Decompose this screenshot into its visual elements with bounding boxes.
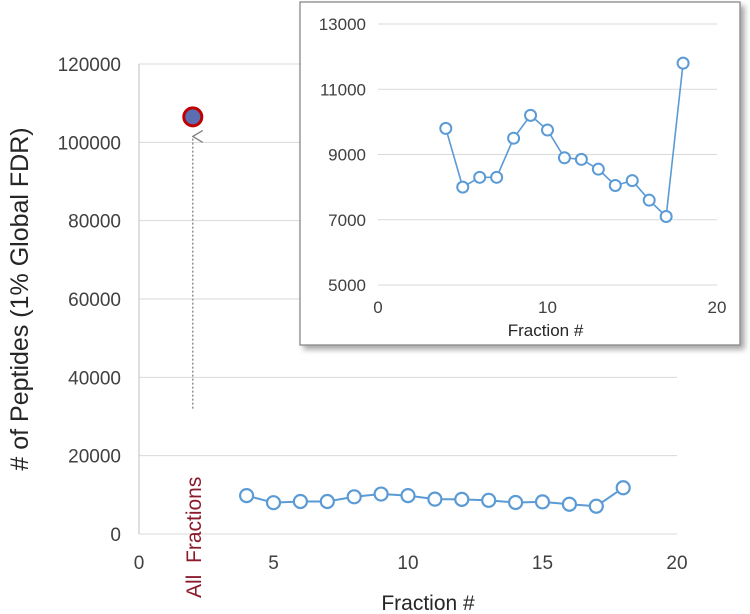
inset-data-point — [524, 108, 538, 122]
main-data-point — [346, 489, 362, 505]
main-y-tick-label: 40000 — [68, 368, 121, 389]
main-data-point — [561, 496, 578, 512]
main-x-tick-label: 10 — [397, 553, 418, 574]
main-y-tick-label: 20000 — [68, 447, 121, 468]
inset-data-point — [642, 193, 656, 207]
main-data-point — [507, 494, 524, 511]
inset-data-point — [591, 162, 605, 176]
main-data-point — [481, 492, 497, 508]
inset-y-tick-label: 13000 — [319, 15, 366, 34]
main-data-point — [239, 488, 255, 504]
inset-data-point — [507, 131, 521, 145]
main-data-point — [265, 495, 282, 511]
inset-gridlines — [378, 23, 717, 286]
inset-y-tick-label: 9000 — [328, 146, 366, 165]
main-data-point — [534, 494, 551, 510]
main-data-point — [319, 493, 335, 510]
inset-series — [439, 56, 690, 223]
main-data-point — [615, 480, 631, 496]
main-x-axis-title: Fraction # — [381, 592, 475, 614]
inset-data-point — [625, 174, 639, 188]
inset-data-point — [676, 56, 690, 70]
main-y-tick-labels: 0 20000 40000 60000 80000 100000 120000 — [58, 55, 121, 546]
inset-y-tick-label: 7000 — [328, 211, 366, 230]
inset-data-point — [557, 151, 571, 165]
main-y-tick-label: 80000 — [68, 212, 121, 233]
inset-data-point — [659, 209, 673, 223]
main-y-axis-title: # of Peptides (1% Global FDR) — [6, 127, 34, 470]
inset-x-tick-label: 10 — [538, 298, 557, 317]
inset-y-tick-labels: 5000 7000 9000 11000 13000 — [319, 15, 366, 295]
main-x-tick-label: 15 — [532, 553, 553, 574]
all-fractions-annotation: All Fractions — [183, 136, 206, 598]
main-data-point — [454, 491, 470, 507]
inset-data-point — [490, 170, 504, 184]
inset-data-point — [473, 170, 487, 184]
main-series — [182, 106, 631, 514]
main-plot: 0 20000 40000 60000 80000 100000 120000 0 5 10 15… — [6, 55, 688, 614]
inset-data-point — [439, 121, 453, 135]
all-fractions-point — [182, 106, 204, 128]
main-x-tick-label: 0 — [134, 553, 145, 574]
main-data-point — [427, 491, 443, 507]
inset-y-tick-label: 5000 — [328, 276, 366, 295]
inset-data-point — [608, 178, 622, 192]
main-x-tick-label: 20 — [666, 553, 687, 574]
inset-plot: 5000 7000 9000 11000 13000 0 10 20 Fraction # — [299, 1, 741, 346]
main-y-tick-label: 60000 — [68, 290, 121, 311]
main-data-point — [373, 486, 389, 502]
main-y-tick-label: 100000 — [58, 133, 121, 154]
inset-data-point — [456, 180, 470, 194]
inset-x-axis-title: Fraction # — [508, 321, 584, 340]
inset-x-tick-labels: 0 10 20 — [373, 298, 726, 317]
inset-data-point — [541, 123, 554, 137]
inset-y-tick-label: 11000 — [320, 80, 366, 99]
main-data-point — [292, 493, 308, 510]
inset-x-tick-label: 0 — [373, 298, 382, 317]
inset-frame — [299, 1, 741, 346]
inset-data-point — [574, 152, 588, 166]
main-x-tick-label: 5 — [268, 553, 279, 574]
all-fractions-label: All Fractions — [183, 477, 206, 598]
main-data-point — [588, 498, 604, 514]
main-x-tick-labels: 0 5 10 15 20 — [134, 553, 688, 574]
main-y-tick-label: 120000 — [58, 55, 121, 76]
inset-x-tick-label: 20 — [708, 298, 727, 317]
main-y-tick-label: 0 — [110, 525, 121, 546]
main-data-point — [400, 488, 416, 504]
